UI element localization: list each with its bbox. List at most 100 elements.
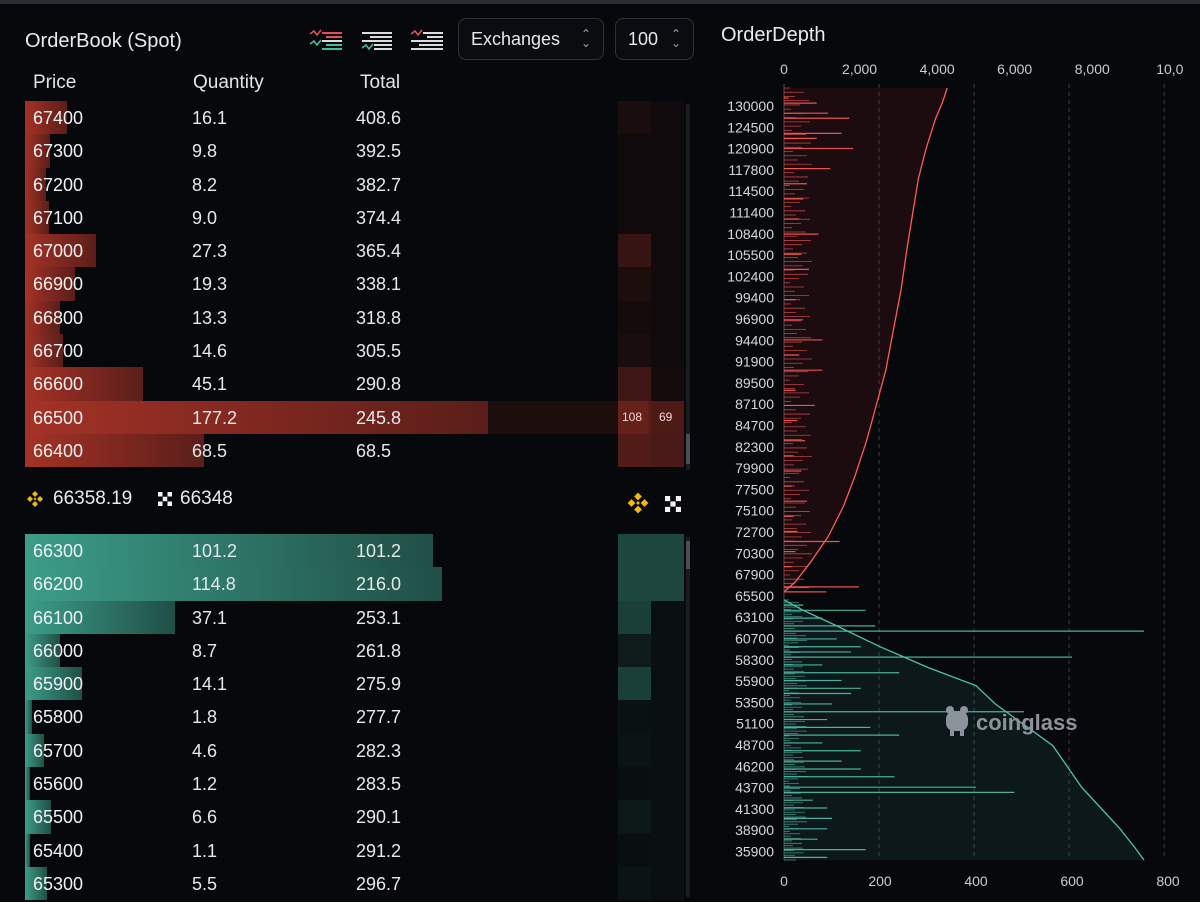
ask-depth-bar	[25, 234, 97, 268]
bid-price: 65400	[33, 840, 84, 861]
ask-depth-bar	[25, 167, 47, 201]
ask-row[interactable]: 66700 14.6 305.5	[25, 334, 690, 368]
ask-exchange-cell: 69	[651, 400, 684, 434]
ask-exchange-cell	[618, 300, 651, 335]
bid-total: 253.1	[356, 607, 402, 628]
bid-row[interactable]: 66100 37.1 253.1	[25, 600, 690, 634]
view-both-icon[interactable]	[308, 28, 344, 56]
ask-scrollbar-thumb[interactable]	[686, 434, 690, 464]
depth-price-label: 117800	[728, 162, 774, 178]
bottom-axis-tick: 0	[780, 873, 788, 889]
bid-price: 65700	[33, 740, 84, 761]
ask-quantity: 8.2	[192, 174, 218, 195]
bid-row[interactable]: 65900 14.1 275.9	[25, 667, 690, 701]
bid-total: 277.7	[356, 707, 402, 728]
bid-row[interactable]: 65800 1.8 277.7	[25, 700, 690, 734]
bid-price: 66100	[33, 607, 84, 628]
view-asks-icon[interactable]	[409, 28, 445, 56]
bottom-axis-tick: 200	[868, 873, 892, 889]
depth-price-label: 94400	[735, 332, 774, 348]
bid-exchange-cell	[651, 567, 684, 601]
ask-row[interactable]: 67100 9.0 374.4	[25, 200, 690, 235]
mid-price-row: 66358.19 66348	[25, 488, 690, 518]
depth-count-select[interactable]: 100 ⌃ ⌄	[615, 18, 694, 60]
bid-depth-bar	[25, 667, 82, 701]
ask-row[interactable]: 67300 9.8 392.5	[25, 134, 690, 168]
coinglass-watermark-text: coinglass	[976, 710, 1077, 735]
ask-price: 67100	[33, 207, 84, 228]
ask-quantity: 9.8	[192, 141, 218, 162]
bid-depth-bar	[25, 700, 33, 734]
ask-row[interactable]: 66800 13.3 318.8	[25, 300, 690, 335]
ask-price: 66700	[33, 341, 84, 362]
bottom-axis-tick: 600	[1060, 873, 1084, 889]
ask-row[interactable]: 66500 177.2 245.8 108 69	[25, 400, 690, 434]
bid-row[interactable]: 66000 8.7 261.8	[25, 633, 690, 668]
depth-price-label: 82300	[735, 439, 774, 455]
bid-total: 216.0	[356, 574, 402, 595]
bid-rows: 66300 101.2 101.2 66200 114.8 216.0 66100 37.1 2…	[25, 534, 690, 901]
ask-total: 392.5	[356, 141, 402, 162]
ask-quantity: 19.3	[192, 274, 228, 295]
ask-bar-extension	[488, 400, 648, 434]
bid-depth-bar	[25, 733, 44, 768]
bid-row[interactable]: 65700 4.6 282.3	[25, 733, 690, 768]
bid-scrollbar[interactable]	[686, 537, 690, 897]
bid-row[interactable]: 65300 5.5 296.7	[25, 866, 690, 901]
depth-price-label: 77500	[735, 481, 774, 497]
ask-exchange-cell	[651, 433, 684, 468]
ask-exchange-cell	[651, 300, 684, 335]
bid-row[interactable]: 65600 1.2 283.5	[25, 767, 690, 801]
ask-row[interactable]: 67400 16.1 408.6	[25, 101, 690, 135]
ask-row[interactable]: 66600 45.1 290.8	[25, 367, 690, 401]
depth-price-label: 65500	[735, 588, 774, 604]
ask-price: 67400	[33, 108, 84, 128]
ask-total: 68.5	[356, 440, 392, 461]
depth-price-label: 84700	[735, 418, 774, 434]
orderbook-app: OrderBook (Spot)	[0, 4, 1200, 902]
ask-exchange-cell	[618, 234, 651, 268]
ask-row[interactable]: 66400 68.5 68.5	[25, 433, 690, 468]
bid-exchange-cell	[618, 534, 651, 568]
depth-price-label: 79900	[735, 460, 774, 476]
depth-price-label: 114500	[728, 183, 774, 199]
bid-total: 283.5	[356, 774, 402, 795]
bid-depth-bar	[25, 600, 175, 634]
window-top-border	[0, 0, 1200, 4]
ask-rows: 67400 16.1 408.6 67300 9.8 392.5 67200 8.2 382.7…	[25, 101, 690, 468]
bottom-axis-tick: 800	[1156, 873, 1180, 889]
ask-depth-bar	[25, 101, 68, 135]
updown-chevron-icon: ⌃ ⌄	[580, 27, 591, 50]
bid-row[interactable]: 65400 1.1 291.2	[25, 833, 690, 867]
depth-title: OrderDepth	[721, 24, 826, 46]
view-bids-icon[interactable]	[360, 28, 396, 56]
bid-row[interactable]: 65500 6.6 290.1	[25, 800, 690, 834]
bid-row[interactable]: 66200 114.8 216.0	[25, 567, 690, 601]
bid-quantity: 1.8	[192, 707, 218, 728]
exchanges-select[interactable]: Exchanges ⌃ ⌄	[458, 18, 604, 60]
bid-scrollbar-thumb[interactable]	[686, 541, 690, 569]
ask-row[interactable]: 67200 8.2 382.7	[25, 167, 690, 201]
bid-exchange-cell	[618, 767, 651, 801]
ask-exchange-cell	[618, 167, 651, 201]
ask-scrollbar[interactable]	[686, 104, 690, 470]
binance-logo-icon	[25, 489, 45, 509]
bid-price: 65800	[33, 707, 84, 728]
ask-exchange-cell	[651, 334, 684, 368]
bid-price: 65300	[33, 873, 84, 894]
bid-row[interactable]: 66300 101.2 101.2	[25, 534, 690, 568]
ask-row[interactable]: 67000 27.3 365.4	[25, 234, 690, 268]
depth-chart[interactable]: 0 2,000 4,000 6,000 8,000 10,0 0 200 400 600 800 13…	[700, 48, 1200, 898]
ask-row[interactable]: 66900 19.3 338.1	[25, 267, 690, 301]
bid-depth-bar	[25, 866, 48, 901]
ask-total: 374.4	[356, 207, 402, 228]
depth-price-label: 72700	[735, 524, 774, 540]
ask-exchange-cell	[618, 134, 651, 168]
depth-count-label: 100	[628, 28, 659, 49]
ask-exchange-cell-label: 108	[622, 409, 643, 424]
ask-total: 318.8	[356, 307, 402, 328]
depth-price-label: 58300	[735, 652, 774, 668]
bid-quantity: 1.1	[192, 840, 218, 861]
binance-price: 66358.19	[53, 488, 133, 509]
depth-price-label: 38900	[735, 822, 774, 838]
